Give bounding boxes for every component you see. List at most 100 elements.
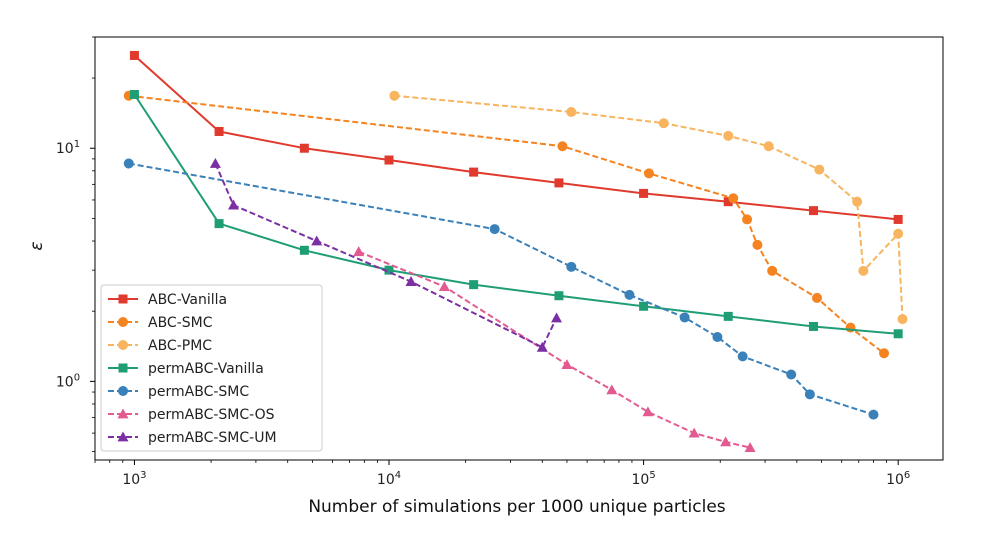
x-axis-ticks: 103 104 105 106 xyxy=(122,460,910,488)
x-tick-label: 104 xyxy=(377,470,401,488)
legend-item-permabc-smc-um: permABC-SMC-UM xyxy=(108,430,277,446)
data-point-permabc-smc xyxy=(679,312,690,323)
data-point-abc-vanilla xyxy=(893,214,903,224)
data-point-permabc-smc-um xyxy=(228,199,240,210)
series-line-permabc-smc-os xyxy=(358,250,751,449)
data-point-abc-pmc xyxy=(723,130,734,141)
series-layer xyxy=(123,50,908,452)
series-permabc-smc xyxy=(123,158,879,420)
data-point-abc-vanilla xyxy=(723,197,733,207)
data-point-abc-pmc xyxy=(858,265,869,276)
data-point-permabc-vanilla xyxy=(554,291,564,301)
data-point-permabc-smc-um xyxy=(311,235,323,246)
data-point-permabc-vanilla xyxy=(893,329,903,339)
data-point-abc-vanilla xyxy=(554,178,564,188)
data-point-permabc-smc-os xyxy=(720,436,732,447)
legend-marker xyxy=(118,294,128,304)
data-point-permabc-smc-os xyxy=(606,384,618,395)
series-line-abc-vanilla xyxy=(133,54,899,221)
legend: ABC-Vanilla ABC-SMC ABC-PMC permABC-Vanilla… xyxy=(100,284,323,452)
data-point-permabc-smc xyxy=(489,224,500,235)
data-point-abc-pmc xyxy=(658,118,669,129)
legend-marker xyxy=(118,363,128,373)
data-point-permabc-smc-um xyxy=(405,276,417,286)
legend-marker xyxy=(117,431,129,442)
data-point-permabc-smc-um xyxy=(551,312,563,323)
data-point-abc-smc xyxy=(728,193,739,204)
data-point-permabc-vanilla xyxy=(809,321,819,331)
data-point-abc-vanilla xyxy=(639,188,649,198)
data-point-abc-vanilla xyxy=(214,126,224,136)
legend-label: ABC-Vanilla xyxy=(148,292,227,308)
data-point-permabc-smc xyxy=(566,261,577,272)
legend-item-abc-smc: ABC-SMC xyxy=(108,315,213,331)
legend-marker xyxy=(118,340,128,350)
data-point-abc-smc xyxy=(845,322,856,333)
legend-item-permabc-smc-os: permABC-SMC-OS xyxy=(108,407,275,423)
legend-label: ABC-SMC xyxy=(148,315,213,331)
data-point-permabc-smc xyxy=(123,158,134,169)
legend-label: permABC-Vanilla xyxy=(148,361,264,377)
y-axis-label: ε xyxy=(27,241,47,250)
data-point-permabc-smc xyxy=(786,369,797,380)
legend-marker xyxy=(118,386,128,396)
data-point-permabc-vanilla xyxy=(639,301,649,311)
data-point-abc-vanilla xyxy=(129,50,139,60)
legend-item-permabc-vanilla: permABC-Vanilla xyxy=(108,361,264,377)
legend-box xyxy=(100,284,323,452)
data-point-abc-smc xyxy=(643,168,654,179)
series-line-abc-pmc xyxy=(394,94,904,320)
data-point-abc-smc xyxy=(557,141,568,152)
data-point-abc-vanilla xyxy=(384,155,394,165)
plot-frame xyxy=(94,36,944,461)
series-line-permabc-smc xyxy=(128,162,874,416)
data-point-abc-pmc xyxy=(893,228,904,239)
legend-marker xyxy=(118,317,128,327)
data-point-permabc-vanilla xyxy=(129,90,139,100)
data-point-permabc-smc xyxy=(737,351,748,362)
data-point-permabc-vanilla xyxy=(384,265,394,275)
data-point-abc-pmc xyxy=(852,196,863,207)
data-point-abc-vanilla xyxy=(299,143,309,153)
series-abc-vanilla xyxy=(129,50,903,224)
data-point-abc-pmc xyxy=(763,141,774,152)
data-point-permabc-smc-os xyxy=(642,406,654,417)
data-point-permabc-smc-um xyxy=(536,341,548,352)
legend-label: permABC-SMC-OS xyxy=(148,407,275,423)
data-point-abc-smc xyxy=(742,214,753,225)
x-tick-label: 105 xyxy=(631,470,655,488)
data-point-permabc-smc-os xyxy=(353,246,365,257)
data-point-permabc-smc xyxy=(712,332,723,343)
series-line-permabc-smc-um xyxy=(214,163,558,349)
data-point-permabc-smc-um xyxy=(209,158,221,168)
legend-item-abc-pmc: ABC-PMC xyxy=(108,338,212,354)
data-point-permabc-vanilla xyxy=(469,280,479,290)
legend-item-permabc-smc: permABC-SMC xyxy=(108,384,249,400)
data-point-abc-pmc xyxy=(814,164,825,175)
data-point-permabc-vanilla xyxy=(723,311,733,321)
data-point-permabc-smc xyxy=(868,409,879,420)
data-point-abc-pmc xyxy=(897,314,908,325)
legend-label: permABC-SMC-UM xyxy=(148,430,277,446)
series-abc-smc xyxy=(123,90,890,359)
data-point-permabc-smc-os xyxy=(561,359,573,370)
series-permabc-vanilla xyxy=(129,90,903,339)
legend-label: ABC-PMC xyxy=(148,338,212,354)
data-point-abc-vanilla xyxy=(469,167,479,177)
legend-item-abc-vanilla: ABC-Vanilla xyxy=(108,292,227,308)
series-permabc-smc-os xyxy=(353,246,756,452)
x-axis-label: Number of simulations per 1000 unique pa… xyxy=(308,497,725,517)
data-point-permabc-smc xyxy=(804,389,815,400)
x-tick-label: 103 xyxy=(122,470,146,488)
data-point-abc-pmc xyxy=(389,90,400,101)
data-point-abc-vanilla xyxy=(809,206,819,216)
series-permabc-smc-um xyxy=(209,158,563,352)
data-point-abc-smc xyxy=(879,348,890,359)
y-axis-ticks: 100 101 xyxy=(56,139,95,390)
y-tick-label: 100 xyxy=(56,372,80,390)
data-point-permabc-smc xyxy=(624,289,635,300)
y-tick-label: 101 xyxy=(56,139,80,157)
legend-marker xyxy=(117,408,129,419)
data-point-abc-smc xyxy=(812,292,823,303)
